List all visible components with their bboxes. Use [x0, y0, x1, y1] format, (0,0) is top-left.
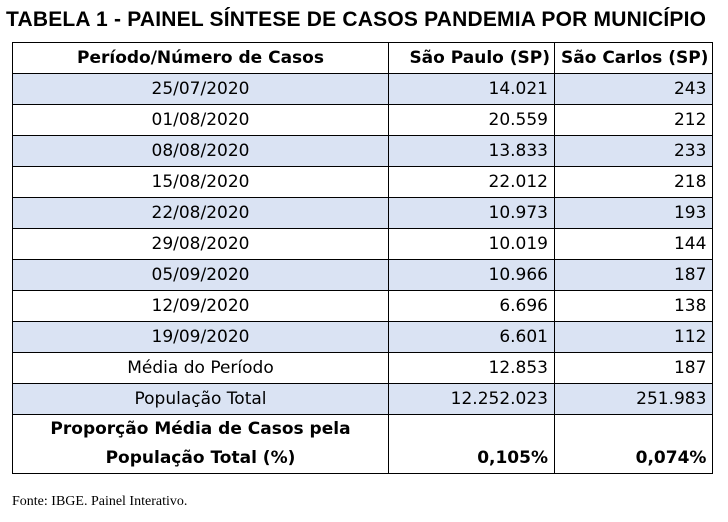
populacao-sc: 251.983 [553, 383, 714, 415]
period-cell: 19/09/2020 [12, 321, 389, 353]
table-title: TABELA 1 - PAINEL SÍNTESE DE CASOS PANDE… [6, 8, 707, 31]
sp-cell: 10.019 [388, 228, 555, 260]
header-period: Período/Número de Casos [12, 42, 389, 74]
period-cell: 15/08/2020 [12, 166, 389, 198]
header-sao-carlos: São Carlos (SP) [553, 42, 714, 74]
cases-table: Período/Número de Casos São Paulo (SP) S… [12, 42, 714, 474]
sp-cell: 14.021 [388, 73, 555, 105]
sp-cell: 10.966 [388, 259, 555, 291]
sp-cell: 6.696 [388, 290, 555, 322]
sp-cell: 10.973 [388, 197, 555, 229]
period-cell: 05/09/2020 [12, 259, 389, 291]
period-cell: 22/08/2020 [12, 197, 389, 229]
table-row: 29/08/2020 10.019 144 [12, 228, 714, 260]
media-sc: 187 [553, 352, 714, 384]
proporcao-sc: 0,074% [553, 414, 714, 474]
sc-cell: 218 [553, 166, 714, 198]
media-sp: 12.853 [388, 352, 555, 384]
sc-cell: 243 [553, 73, 714, 105]
table-row: 12/09/2020 6.696 138 [12, 290, 714, 322]
sp-cell: 13.833 [388, 135, 555, 167]
table-row: 19/09/2020 6.601 112 [12, 321, 714, 353]
period-cell: 08/08/2020 [12, 135, 389, 167]
media-label: Média do Período [12, 352, 389, 384]
sc-cell: 144 [553, 228, 714, 260]
period-cell: 29/08/2020 [12, 228, 389, 260]
source-note: Fonte: IBGE. Painel Interativo. [12, 494, 188, 509]
table-row: 08/08/2020 13.833 233 [12, 135, 714, 167]
sc-cell: 233 [553, 135, 714, 167]
table-row: 05/09/2020 10.966 187 [12, 259, 714, 291]
table-row: 22/08/2020 10.973 193 [12, 197, 714, 229]
period-cell: 01/08/2020 [12, 104, 389, 136]
proporcao-label-line1: Proporção Média de Casos pela [50, 419, 351, 439]
header-row: Período/Número de Casos São Paulo (SP) S… [12, 42, 714, 74]
proporcao-row: Proporção Média de Casos pela População … [12, 414, 714, 474]
period-cell: 25/07/2020 [12, 73, 389, 105]
table-row: 25/07/2020 14.021 243 [12, 73, 714, 105]
sc-cell: 187 [553, 259, 714, 291]
table-row: 01/08/2020 20.559 212 [12, 104, 714, 136]
table-row: 15/08/2020 22.012 218 [12, 166, 714, 198]
sc-cell: 212 [553, 104, 714, 136]
populacao-sp: 12.252.023 [388, 383, 555, 415]
period-cell: 12/09/2020 [12, 290, 389, 322]
sc-cell: 112 [553, 321, 714, 353]
header-sao-paulo: São Paulo (SP) [388, 42, 555, 74]
media-row: Média do Período 12.853 187 [12, 352, 714, 384]
sp-cell: 22.012 [388, 166, 555, 198]
proporcao-sp: 0,105% [388, 414, 555, 474]
sp-cell: 20.559 [388, 104, 555, 136]
proporcao-label-line2: População Total (%) [105, 448, 296, 468]
populacao-row: População Total 12.252.023 251.983 [12, 383, 714, 415]
sc-cell: 138 [553, 290, 714, 322]
populacao-label: População Total [12, 383, 389, 415]
sp-cell: 6.601 [388, 321, 555, 353]
proporcao-label: Proporção Média de Casos pela População … [12, 414, 389, 474]
sc-cell: 193 [553, 197, 714, 229]
